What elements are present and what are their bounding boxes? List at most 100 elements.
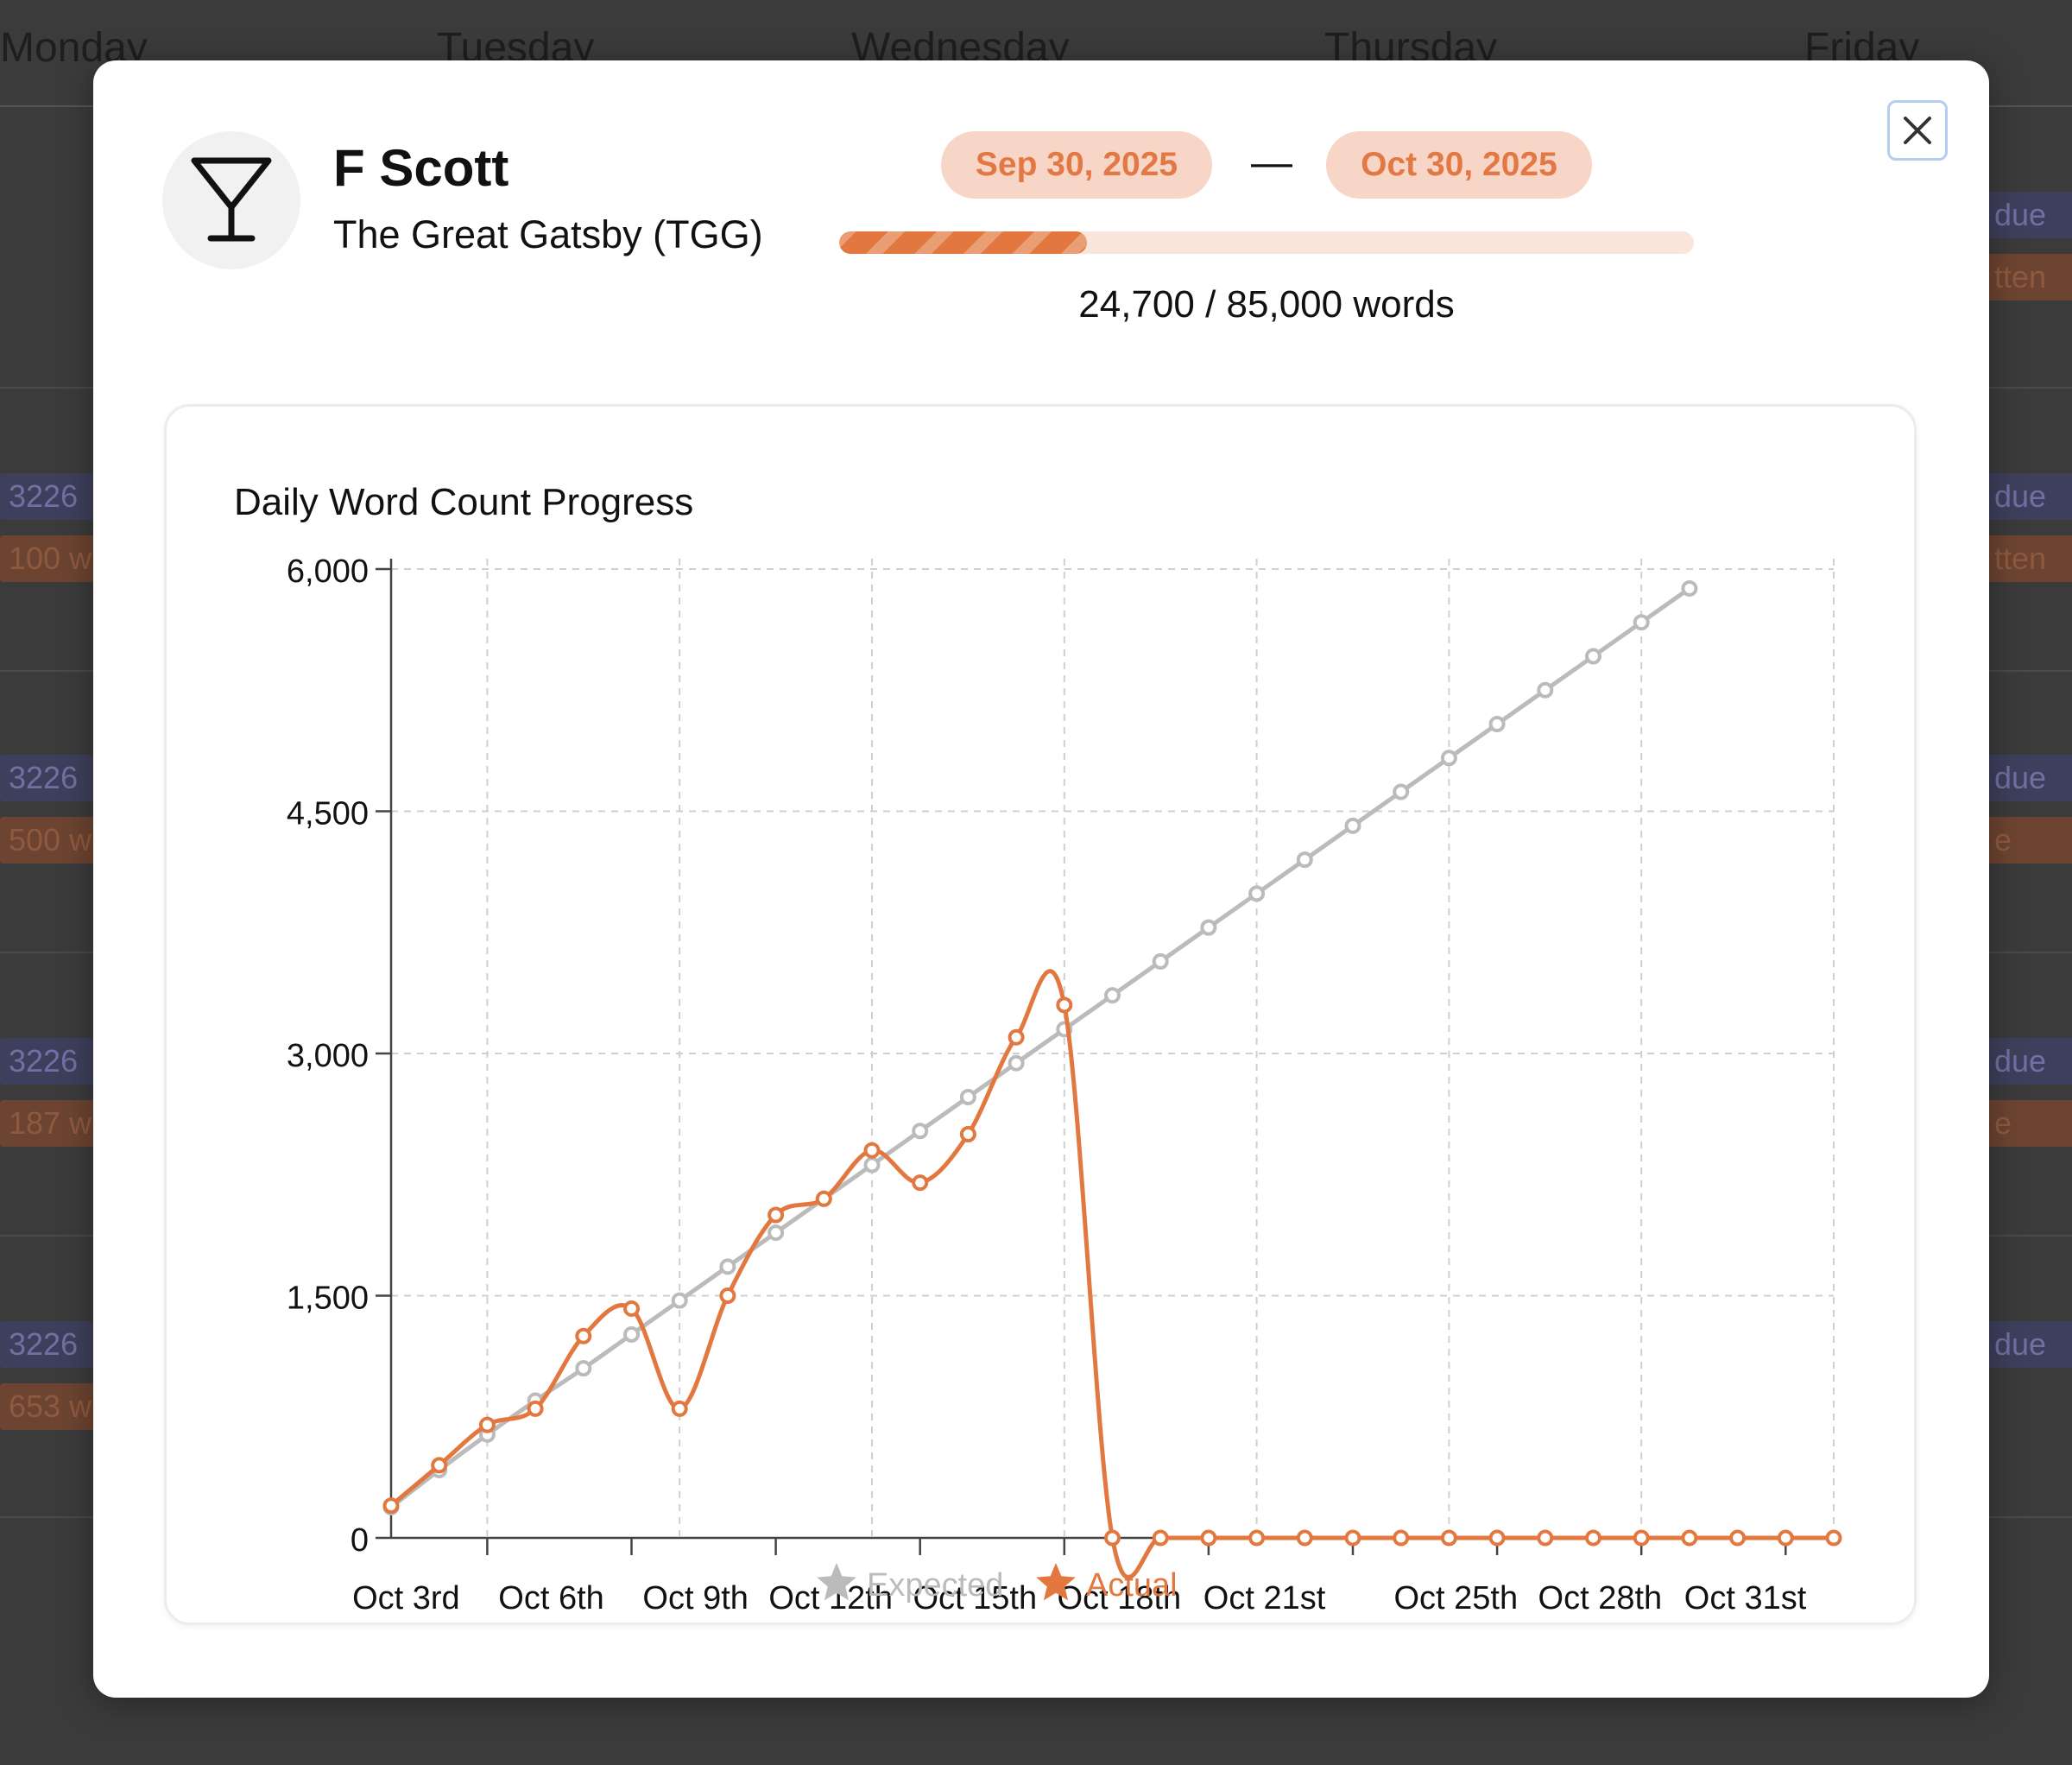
legend-label-expected: Expected [867, 1567, 1003, 1604]
x-tick-label: Oct 25th [1393, 1580, 1518, 1616]
avatar [162, 131, 300, 269]
end-date-pill[interactable]: Oct 30, 2025 [1326, 131, 1592, 199]
calendar-event-chip[interactable]: due [1986, 1321, 2072, 1368]
series-line-actual [389, 969, 1834, 1580]
word-count-chart-card: Daily Word Count Progress 0 1,500 3,000 4,5… [164, 404, 1917, 1625]
legend-star-icon-actual [1036, 1563, 1076, 1601]
x-tick-label: Oct 28th [1538, 1580, 1663, 1616]
data-point-actual [478, 1416, 496, 1433]
chart-title: Daily Word Count Progress [234, 481, 694, 523]
data-point-actual [1537, 1529, 1554, 1547]
data-point-expected [959, 1088, 976, 1105]
calendar-event-chip[interactable]: e [1986, 817, 2072, 864]
data-point-actual [1729, 1529, 1747, 1547]
calendar-event-chip[interactable]: e [1986, 1100, 2072, 1147]
data-point-expected [1488, 716, 1506, 733]
calendar-event-chip[interactable]: due [1986, 473, 2072, 520]
data-point-expected [912, 1123, 929, 1140]
data-point-actual [1393, 1529, 1410, 1547]
y-tick-label: 3,000 [287, 1038, 369, 1074]
data-point-actual [959, 1126, 976, 1142]
data-point-actual [431, 1457, 448, 1474]
data-point-expected [575, 1360, 592, 1377]
project-detail-modal: F Scott The Great Gatsby (TGG) Sep 30, 2… [93, 60, 1989, 1698]
x-tick-label: Oct 21st [1203, 1580, 1326, 1616]
data-point-actual [671, 1400, 688, 1417]
cocktail-glass-icon [191, 157, 272, 242]
calendar-event-chip[interactable]: 100 wo [0, 535, 100, 582]
author-name: F Scott [333, 139, 509, 197]
data-point-expected [719, 1258, 736, 1275]
data-point-expected [1344, 817, 1361, 834]
data-point-expected [1104, 987, 1121, 1004]
x-tick-label: Oct 31st [1684, 1580, 1807, 1616]
data-point-actual [1777, 1529, 1794, 1547]
data-point-actual [1344, 1529, 1361, 1547]
calendar-event-chip[interactable]: 3226 [0, 473, 100, 520]
data-point-expected [671, 1292, 688, 1309]
x-tick-label: Oct 18th [1058, 1580, 1182, 1616]
calendar-event-chip[interactable]: 187 wo [0, 1100, 100, 1147]
word-progress-bar [839, 231, 1694, 254]
calendar-event-chip[interactable]: 500 wo [0, 817, 100, 864]
data-point-actual [623, 1300, 640, 1317]
data-point-actual [1104, 1529, 1121, 1547]
data-point-expected [1008, 1054, 1025, 1072]
calendar-event-chip[interactable]: due [1986, 192, 2072, 238]
legend-label-actual: Actual [1086, 1567, 1178, 1604]
data-point-expected [1200, 919, 1217, 936]
data-point-actual [1440, 1529, 1457, 1547]
calendar-event-chip[interactable]: due [1986, 755, 2072, 801]
data-point-actual [1488, 1529, 1506, 1547]
data-point-actual [1200, 1529, 1217, 1547]
data-point-expected [863, 1156, 881, 1174]
y-tick-label: 6,000 [287, 554, 369, 590]
data-point-expected [768, 1224, 785, 1242]
calendar-event-chip[interactable]: 3226 [0, 1321, 100, 1368]
data-point-actual [1008, 1028, 1025, 1046]
data-point-actual [575, 1327, 592, 1344]
data-point-actual [1681, 1529, 1698, 1547]
data-point-expected [1537, 681, 1554, 699]
y-tick-label: 0 [351, 1522, 369, 1559]
y-tick-label: 1,500 [287, 1281, 369, 1317]
data-point-actual [912, 1174, 929, 1192]
start-date-pill[interactable]: Sep 30, 2025 [941, 131, 1212, 199]
calendar-event-chip[interactable]: 3226 [0, 1038, 100, 1085]
word-count-chart: 0 1,500 3,000 4,500 6,000 Oct 3rd Oct 6th Oct 9… [287, 554, 1842, 1616]
book-title: The Great Gatsby (TGG) [333, 212, 763, 256]
calendar-event-chip[interactable]: 653 wo [0, 1383, 100, 1430]
x-tick-label: Oct 3rd [352, 1580, 460, 1616]
data-point-expected [1296, 851, 1313, 869]
close-button[interactable] [1887, 100, 1948, 161]
data-point-actual [1825, 1529, 1842, 1547]
data-point-actual [1248, 1529, 1266, 1547]
data-point-expected [1681, 579, 1698, 597]
data-point-expected [1585, 648, 1601, 665]
y-tick-label: 4,500 [287, 796, 369, 832]
calendar-event-chip[interactable]: due [1986, 1038, 2072, 1085]
calendar-event-chip[interactable]: tten [1986, 254, 2072, 300]
data-point-expected [1633, 614, 1650, 631]
data-point-expected [623, 1325, 640, 1343]
x-tick-label: Oct 6th [498, 1580, 604, 1616]
data-point-expected [1393, 783, 1410, 800]
data-point-actual [527, 1400, 544, 1417]
data-point-expected [1440, 750, 1457, 767]
data-point-expected [1152, 952, 1169, 970]
word-progress-text: 24,700 / 85,000 words [1078, 283, 1455, 326]
data-point-actual [1152, 1529, 1169, 1547]
word-progress-fill [839, 231, 1088, 254]
calendar-event-chip[interactable]: 3226 [0, 755, 100, 801]
data-point-actual [863, 1142, 881, 1159]
data-point-actual [382, 1497, 400, 1515]
data-point-actual [719, 1287, 736, 1304]
data-point-expected [1248, 885, 1266, 902]
legend-star-icon-expected [817, 1563, 856, 1601]
data-point-actual [815, 1190, 832, 1207]
data-point-actual [1056, 996, 1073, 1014]
data-point-actual [768, 1206, 785, 1224]
x-tick-label: Oct 15th [913, 1580, 1037, 1616]
data-point-actual [1585, 1529, 1601, 1547]
calendar-event-chip[interactable]: tten [1986, 535, 2072, 582]
